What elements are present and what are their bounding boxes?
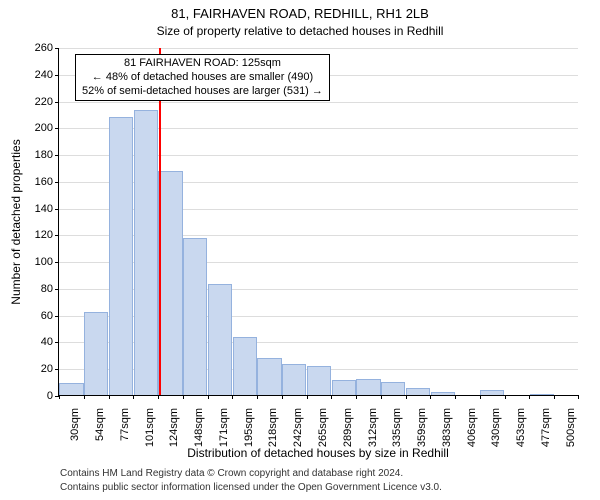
- histogram-bar: [356, 379, 380, 395]
- x-tick-mark: [232, 395, 233, 399]
- x-tick-mark: [529, 395, 530, 399]
- histogram-bar: [480, 390, 504, 395]
- x-tick-label: 148sqm: [193, 408, 205, 447]
- x-tick-label: 453sqm: [515, 408, 527, 447]
- x-tick-label: 312sqm: [367, 408, 379, 447]
- histogram-bar: [84, 312, 108, 395]
- x-tick-mark: [183, 395, 184, 399]
- histogram-bar: [257, 358, 281, 395]
- chart-title-main: 81, FAIRHAVEN ROAD, REDHILL, RH1 2LB: [0, 6, 600, 21]
- footer-line-2: Contains public sector information licen…: [60, 482, 442, 493]
- histogram-bar: [233, 337, 257, 395]
- y-tick-label: 100: [35, 256, 59, 268]
- x-tick-label: 335sqm: [391, 408, 403, 447]
- footer-line-1: Contains HM Land Registry data © Crown c…: [60, 468, 403, 479]
- y-tick-label: 160: [35, 176, 59, 188]
- chart-title-sub: Size of property relative to detached ho…: [0, 24, 600, 38]
- y-tick-label: 260: [35, 42, 59, 54]
- y-tick-label: 60: [41, 310, 59, 322]
- x-tick-mark: [331, 395, 332, 399]
- x-tick-mark: [406, 395, 407, 399]
- histogram-bar: [307, 366, 331, 395]
- x-tick-label: 124sqm: [168, 408, 180, 447]
- x-tick-label: 101sqm: [144, 408, 156, 447]
- x-tick-mark: [381, 395, 382, 399]
- x-tick-label: 171sqm: [218, 408, 230, 447]
- y-tick-label: 240: [35, 69, 59, 81]
- x-tick-mark: [59, 395, 60, 399]
- x-tick-mark: [84, 395, 85, 399]
- y-tick-label: 20: [41, 363, 59, 375]
- histogram-bar: [431, 392, 455, 395]
- y-tick-label: 40: [41, 336, 59, 348]
- histogram-bar: [282, 364, 306, 395]
- gridline: [59, 102, 578, 103]
- x-tick-label: 383sqm: [441, 408, 453, 447]
- x-tick-mark: [455, 395, 456, 399]
- histogram-bar: [59, 383, 83, 395]
- y-tick-label: 80: [41, 283, 59, 295]
- x-tick-label: 242sqm: [292, 408, 304, 447]
- annotation-line: 81 FAIRHAVEN ROAD: 125sqm: [82, 57, 323, 71]
- x-tick-mark: [282, 395, 283, 399]
- y-tick-label: 140: [35, 203, 59, 215]
- x-tick-label: 54sqm: [94, 408, 106, 441]
- x-tick-mark: [480, 395, 481, 399]
- x-tick-mark: [356, 395, 357, 399]
- x-tick-label: 430sqm: [490, 408, 502, 447]
- x-tick-mark: [257, 395, 258, 399]
- x-tick-mark: [109, 395, 110, 399]
- x-tick-mark: [578, 395, 579, 399]
- x-tick-label: 406sqm: [466, 408, 478, 447]
- histogram-bar: [530, 394, 554, 395]
- x-tick-label: 218sqm: [267, 408, 279, 447]
- y-tick-label: 180: [35, 149, 59, 161]
- annotation-line: 52% of semi-detached houses are larger (…: [82, 85, 323, 99]
- x-axis-label: Distribution of detached houses by size …: [187, 446, 448, 460]
- chart-container: 81, FAIRHAVEN ROAD, REDHILL, RH1 2LB Siz…: [0, 0, 600, 500]
- x-tick-label: 359sqm: [416, 408, 428, 447]
- histogram-bar: [332, 380, 356, 395]
- histogram-bar: [109, 117, 133, 395]
- histogram-bar: [183, 238, 207, 395]
- y-tick-label: 0: [47, 390, 59, 402]
- x-tick-label: 477sqm: [540, 408, 552, 447]
- x-tick-label: 265sqm: [317, 408, 329, 447]
- histogram-bar: [406, 388, 430, 395]
- x-tick-mark: [554, 395, 555, 399]
- annotation-box: 81 FAIRHAVEN ROAD: 125sqm← 48% of detach…: [75, 54, 330, 101]
- x-tick-label: 77sqm: [119, 408, 131, 441]
- x-tick-label: 195sqm: [243, 408, 255, 447]
- x-tick-mark: [430, 395, 431, 399]
- x-tick-label: 289sqm: [342, 408, 354, 447]
- annotation-line: ← 48% of detached houses are smaller (49…: [82, 71, 323, 85]
- y-axis-label: Number of detached properties: [9, 139, 23, 304]
- histogram-bar: [134, 110, 158, 395]
- x-tick-label: 500sqm: [565, 408, 577, 447]
- x-tick-mark: [307, 395, 308, 399]
- y-tick-label: 200: [35, 122, 59, 134]
- histogram-bar: [158, 171, 182, 395]
- y-tick-label: 220: [35, 96, 59, 108]
- x-tick-mark: [158, 395, 159, 399]
- x-tick-mark: [505, 395, 506, 399]
- gridline: [59, 48, 578, 49]
- histogram-bar: [381, 382, 405, 395]
- histogram-bar: [208, 284, 232, 395]
- y-tick-label: 120: [35, 229, 59, 241]
- x-tick-mark: [208, 395, 209, 399]
- x-tick-label: 30sqm: [69, 408, 81, 441]
- x-tick-mark: [133, 395, 134, 399]
